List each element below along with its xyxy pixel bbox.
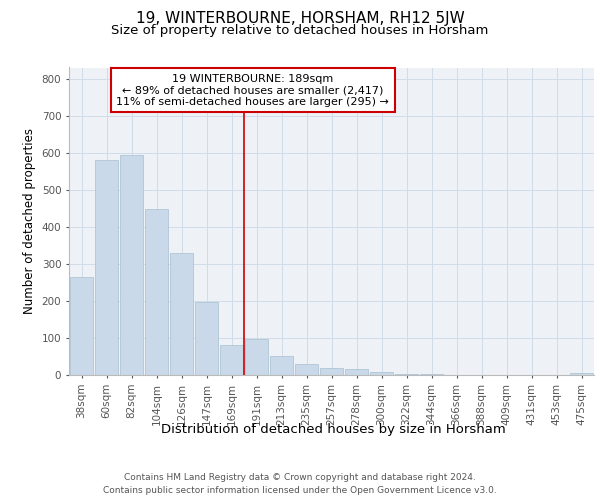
Bar [295,364,318,375]
Bar [395,374,418,375]
Text: Distribution of detached houses by size in Horsham: Distribution of detached houses by size … [161,422,505,436]
Bar [145,209,168,375]
Bar [70,277,93,375]
Bar [570,373,593,375]
Bar [345,370,368,375]
Text: 19, WINTERBOURNE, HORSHAM, RH12 5JW: 19, WINTERBOURNE, HORSHAM, RH12 5JW [136,11,464,26]
Text: 19 WINTERBOURNE: 189sqm
← 89% of detached houses are smaller (2,417)
11% of semi: 19 WINTERBOURNE: 189sqm ← 89% of detache… [116,74,389,107]
Bar [95,160,118,375]
Text: Contains HM Land Registry data © Crown copyright and database right 2024.
Contai: Contains HM Land Registry data © Crown c… [103,474,497,495]
Bar [220,344,243,375]
Text: Size of property relative to detached houses in Horsham: Size of property relative to detached ho… [112,24,488,37]
Bar [195,302,218,375]
Bar [120,154,143,375]
Bar [370,372,393,375]
Bar [420,374,443,375]
Bar [245,338,268,375]
Bar [320,368,343,375]
Y-axis label: Number of detached properties: Number of detached properties [23,128,36,314]
Bar [270,356,293,375]
Bar [170,252,193,375]
